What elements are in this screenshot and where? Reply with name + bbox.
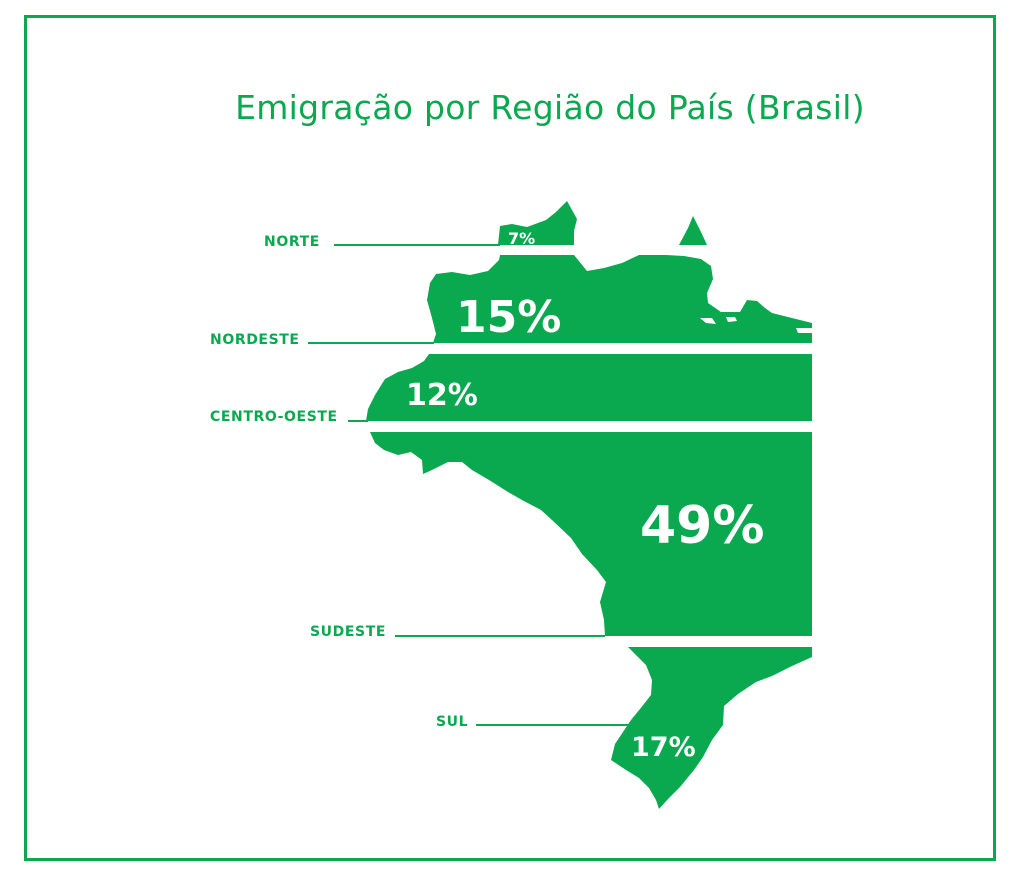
region-norte-shape bbox=[498, 201, 577, 245]
value-label-nordeste: 15% bbox=[456, 292, 561, 343]
region-centro-oeste-shape bbox=[366, 354, 812, 421]
value-label-sudeste: 49% bbox=[640, 496, 764, 556]
region-sul-shape bbox=[611, 647, 812, 809]
value-label-norte: 7% bbox=[508, 229, 535, 248]
value-label-centro-oeste: 12% bbox=[406, 378, 478, 413]
chart-frame bbox=[24, 15, 996, 861]
region-label-sul: SUL bbox=[436, 714, 468, 730]
region-nordeste-shape bbox=[427, 255, 812, 343]
region-label-centro-oeste: CENTRO-OESTE bbox=[210, 409, 338, 425]
region-sudeste-shape bbox=[370, 432, 812, 636]
region-label-sudeste: SUDESTE bbox=[310, 624, 386, 640]
chart-title: Emigração por Região do País (Brasil) bbox=[235, 88, 865, 127]
region-label-nordeste: NORDESTE bbox=[210, 332, 300, 348]
region-norte-island-shape bbox=[679, 216, 707, 245]
value-label-sul: 17% bbox=[631, 732, 696, 763]
region-label-norte: NORTE bbox=[264, 234, 320, 250]
